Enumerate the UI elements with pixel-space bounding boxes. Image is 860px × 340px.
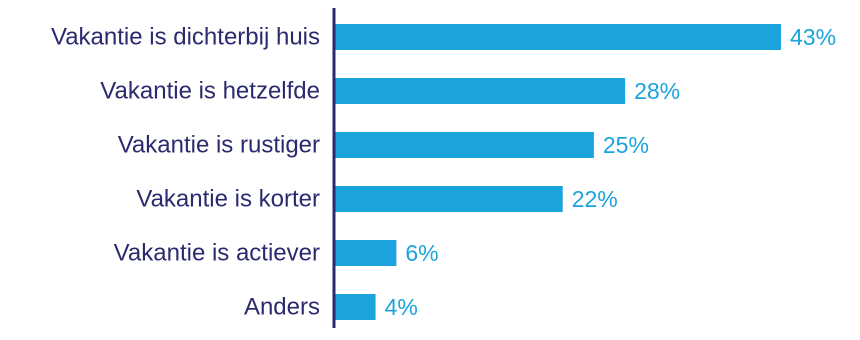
value-label: 6% xyxy=(405,240,438,266)
bar xyxy=(334,294,376,320)
value-label: 4% xyxy=(385,294,418,320)
category-label: Vakantie is dichterbij huis xyxy=(51,24,320,51)
category-labels-layer: Vakantie is dichterbij huis Vakantie is h… xyxy=(51,24,320,321)
bar xyxy=(334,24,781,50)
bar xyxy=(334,240,397,266)
value-label: 22% xyxy=(572,186,618,212)
bar xyxy=(334,78,626,104)
bar xyxy=(334,186,563,212)
category-label: Vakantie is hetzelfde xyxy=(100,78,320,105)
category-label: Vakantie is rustiger xyxy=(118,132,320,159)
category-label: Vakantie is actiever xyxy=(114,240,320,267)
category-label: Anders xyxy=(244,294,320,321)
bar xyxy=(334,132,594,158)
value-labels-layer: 43% 28% 25% 22% 6% 4% xyxy=(385,24,836,320)
value-label: 43% xyxy=(790,24,836,50)
value-label: 28% xyxy=(634,78,680,104)
category-label: Vakantie is korter xyxy=(136,186,320,213)
value-label: 25% xyxy=(603,132,649,158)
bars-layer xyxy=(334,24,781,320)
